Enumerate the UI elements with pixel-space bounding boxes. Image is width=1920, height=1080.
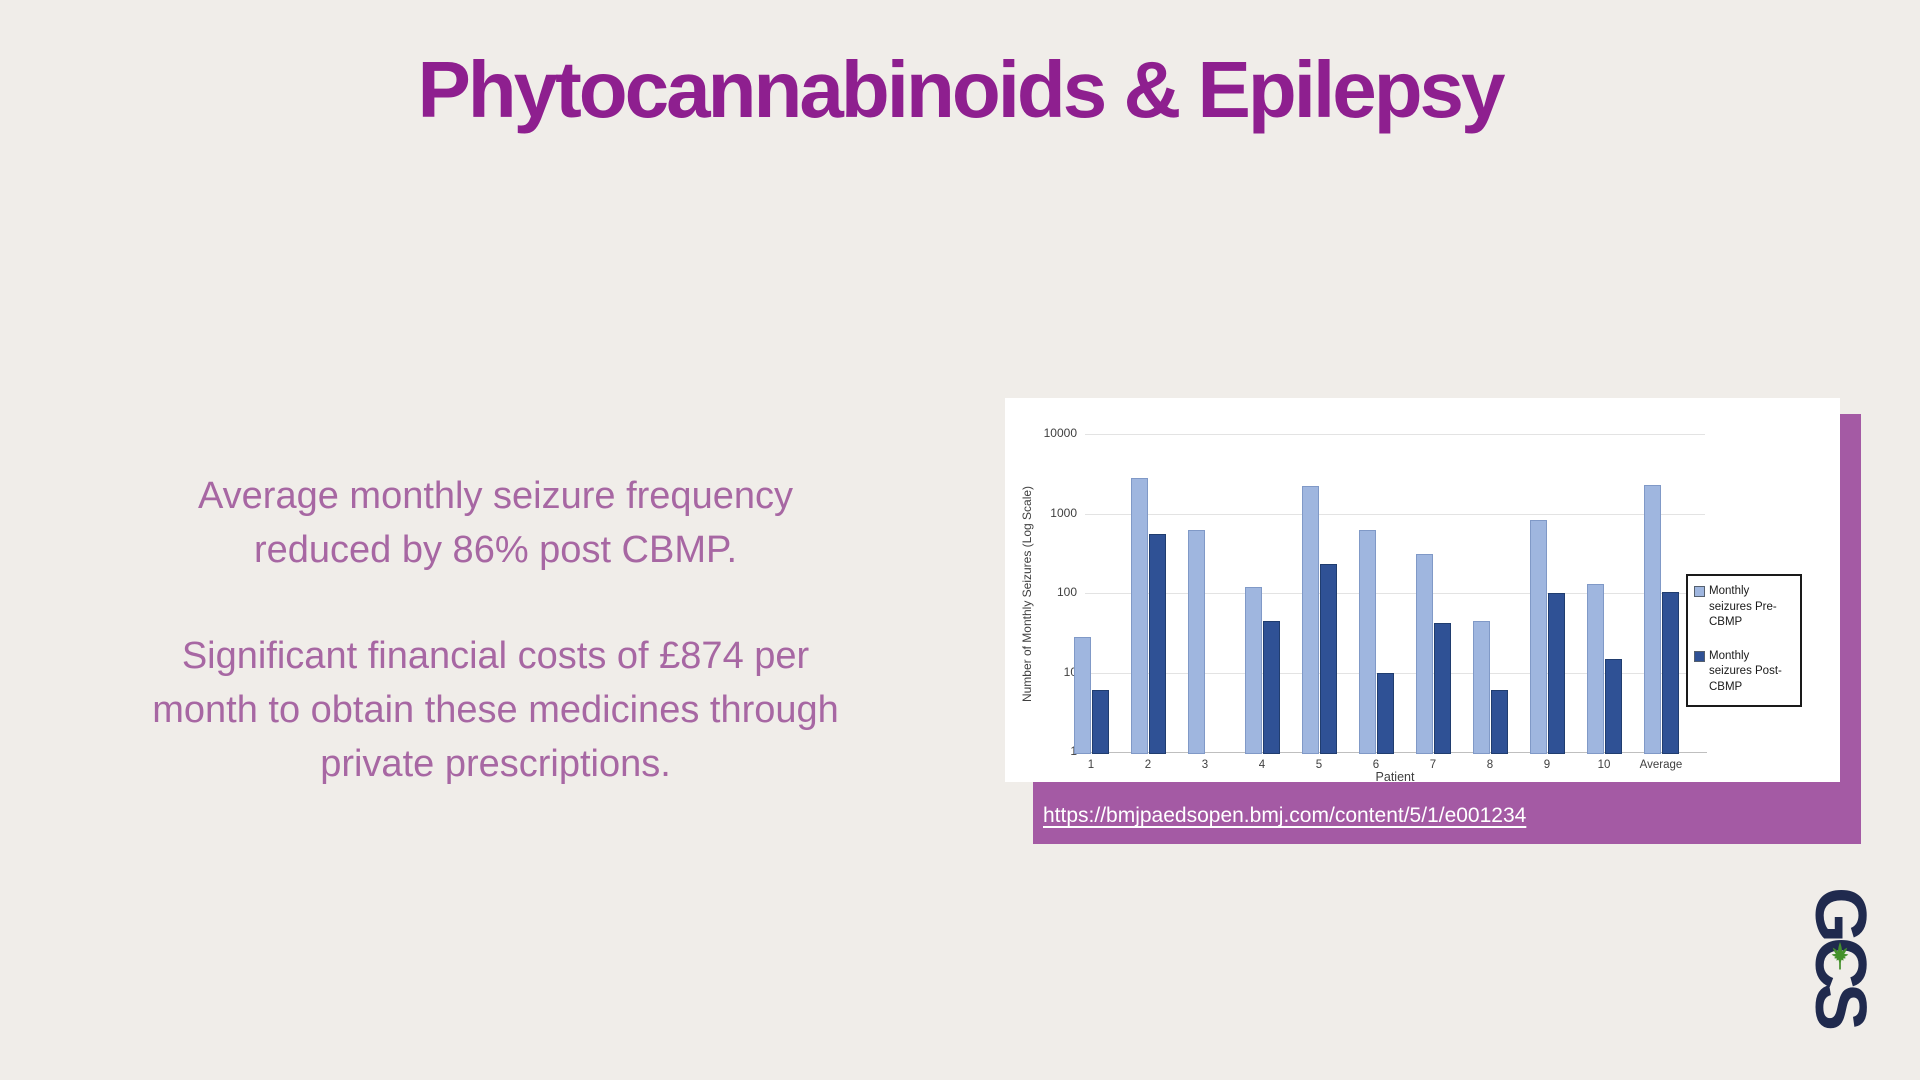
body-paragraph-seizure-reduction: Average monthly seizure frequency reduced… bbox=[198, 475, 793, 571]
post-cbmp-bar-patient-2 bbox=[1149, 534, 1166, 754]
x-tick-label: 6 bbox=[1372, 759, 1380, 771]
pre-cbmp-bar-patient-4 bbox=[1245, 586, 1262, 754]
chart-legend: Monthly seizures Pre-CBMP Monthly seizur… bbox=[1686, 574, 1802, 708]
slide-title: Phytocannabinoids & Epilepsy bbox=[417, 45, 1505, 134]
post-cbmp-bar-patient-9 bbox=[1548, 593, 1565, 754]
x-axis-title: Patient bbox=[1375, 770, 1415, 784]
x-tick-label: 7 bbox=[1429, 759, 1437, 771]
post-cbmp-bar-patient-4 bbox=[1263, 620, 1280, 754]
legend-label-post-cbmp: Monthly seizures Post-CBMP bbox=[1709, 649, 1782, 693]
y-axis-title: Number of Monthly Seizures (Log Scale) bbox=[1020, 485, 1034, 703]
x-tick-label: 2 bbox=[1144, 759, 1152, 771]
post-cbmp-bar-patient-5 bbox=[1320, 564, 1337, 754]
x-tick-label: 4 bbox=[1258, 759, 1266, 771]
y-tick-label: 1 bbox=[1033, 744, 1077, 758]
pre-cbmp-bar-patient-5 bbox=[1302, 485, 1319, 754]
post-cbmp-bar-patient-6 bbox=[1377, 672, 1394, 754]
cannabis-leaf-icon bbox=[1831, 942, 1849, 970]
x-tick-label: 3 bbox=[1201, 759, 1209, 771]
x-tick-label: 10 bbox=[1597, 759, 1611, 771]
post-cbmp-bar-patient-1 bbox=[1092, 690, 1109, 754]
x-axis-line bbox=[1085, 752, 1707, 753]
pre-cbmp-bar-patient-3 bbox=[1188, 530, 1205, 754]
gcs-logo: GCS bbox=[1755, 870, 1920, 1042]
pre-cbmp-bar-patient-Average bbox=[1644, 484, 1661, 754]
pre-cbmp-bar-patient-8 bbox=[1473, 620, 1490, 754]
post-cbmp-bar-patient-Average bbox=[1662, 591, 1679, 754]
pre-cbmp-bar-patient-6 bbox=[1359, 530, 1376, 754]
pre-cbmp-bar-patient-10 bbox=[1587, 583, 1604, 754]
x-tick-label: 1 bbox=[1087, 759, 1095, 771]
y-tick-label: 10000 bbox=[1043, 426, 1077, 440]
y-tick-label: 1000 bbox=[1050, 505, 1077, 520]
x-tick-label: Average bbox=[1639, 759, 1683, 771]
pre-cbmp-bar-patient-1 bbox=[1074, 636, 1091, 754]
y-tick-label: 10 bbox=[1063, 664, 1077, 679]
source-link[interactable]: https://bmjpaedsopen.bmj.com/content/5/1… bbox=[1043, 804, 1527, 827]
y-gridline bbox=[1085, 513, 1705, 515]
post-cbmp-bar-patient-8 bbox=[1491, 690, 1508, 754]
body-text-block: Average monthly seizure frequency reduced… bbox=[28, 470, 963, 844]
legend-entry-post-cbmp: Monthly seizures Post-CBMP bbox=[1694, 649, 1796, 696]
pre-cbmp-bar-patient-7 bbox=[1416, 553, 1433, 754]
pre-cbmp-swatch-icon bbox=[1694, 586, 1705, 597]
x-tick-label: 8 bbox=[1486, 759, 1494, 771]
legend-entry-pre-cbmp: Monthly seizures Pre-CBMP bbox=[1694, 584, 1796, 631]
pre-cbmp-bar-patient-9 bbox=[1530, 520, 1547, 754]
post-cbmp-bar-patient-10 bbox=[1605, 658, 1622, 754]
post-cbmp-swatch-icon bbox=[1694, 650, 1705, 662]
x-tick-label: 9 bbox=[1543, 759, 1551, 771]
x-tick-label: 5 bbox=[1315, 759, 1323, 771]
legend-label-pre-cbmp: Monthly seizures Pre-CBMP bbox=[1709, 585, 1777, 629]
y-tick-label: 100 bbox=[1056, 585, 1077, 599]
pre-cbmp-bar-patient-2 bbox=[1131, 477, 1148, 754]
y-gridline bbox=[1085, 593, 1705, 594]
y-gridline bbox=[1085, 672, 1705, 674]
body-paragraph-financial-costs: Significant financial costs of £874 per m… bbox=[152, 634, 839, 785]
y-gridline bbox=[1085, 434, 1705, 435]
plot-area: 1 10 100 1000 10000 1 2 3 4 5 6 7 8 9 10 Average bbox=[1005, 398, 1840, 782]
post-cbmp-bar-patient-7 bbox=[1434, 622, 1451, 754]
chart-panel: 1 10 100 1000 10000 1 2 3 4 5 6 7 8 9 10 Average Number… bbox=[1005, 398, 1840, 784]
